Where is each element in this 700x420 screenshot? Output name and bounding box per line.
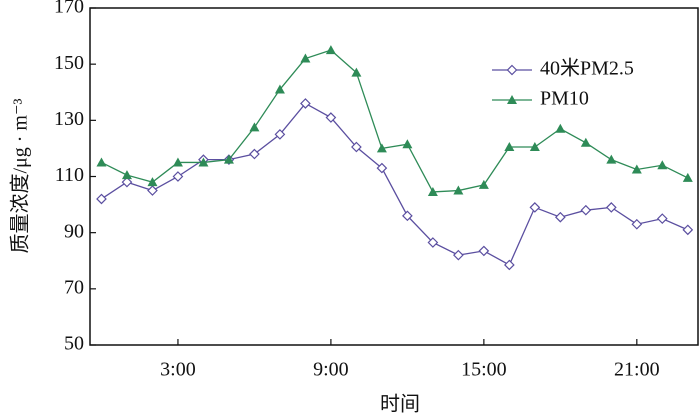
- point: [96, 157, 107, 167]
- point: [682, 172, 693, 182]
- y-tick-label: 170: [54, 0, 84, 18]
- point: [351, 141, 362, 153]
- point: [682, 224, 694, 236]
- point: [376, 162, 388, 174]
- x-tick-label: 9:00: [313, 359, 349, 381]
- point: [300, 53, 311, 63]
- point: [427, 237, 439, 248]
- point: [147, 185, 158, 196]
- point: [606, 154, 617, 164]
- point: [223, 154, 234, 164]
- point: [504, 142, 515, 152]
- point: [656, 213, 668, 224]
- x-tick-label: 3:00: [160, 359, 196, 381]
- point: [631, 164, 642, 174]
- point: [96, 193, 107, 205]
- point: [198, 157, 209, 167]
- point: [504, 259, 515, 271]
- point: [453, 185, 464, 195]
- point: [249, 122, 260, 132]
- series-line: [101, 102, 689, 266]
- legend-marker: [507, 95, 517, 104]
- point: [580, 137, 591, 147]
- point: [172, 171, 184, 182]
- legend-label: 40米PM2.5: [540, 57, 634, 80]
- point: [529, 202, 541, 213]
- point: [605, 202, 617, 213]
- x-tick-label: 15:00: [461, 359, 507, 381]
- y-tick-label: 110: [55, 164, 84, 186]
- point: [121, 170, 132, 180]
- point: [402, 210, 413, 222]
- y-axis-label: 质量浓度/μg · m⁻³: [9, 98, 32, 253]
- legend-label: PM10: [540, 88, 589, 110]
- x-tick-label: 21:00: [614, 359, 660, 381]
- point: [580, 204, 592, 216]
- point: [657, 160, 668, 170]
- point: [147, 177, 158, 187]
- point: [631, 218, 643, 230]
- point: [325, 112, 337, 123]
- y-tick-label: 70: [64, 276, 84, 298]
- point: [300, 98, 311, 109]
- point: [325, 45, 336, 55]
- point: [478, 179, 489, 189]
- point: [249, 148, 260, 160]
- y-tick-label: 130: [54, 108, 84, 130]
- point: [376, 143, 387, 153]
- point: [172, 157, 183, 167]
- point: [555, 123, 566, 133]
- point: [453, 249, 464, 261]
- point: [121, 176, 133, 188]
- y-tick-label: 90: [64, 220, 84, 242]
- point: [402, 139, 413, 149]
- point: [351, 67, 362, 77]
- point: [529, 142, 540, 152]
- y-tick-label: 150: [54, 52, 84, 74]
- point: [427, 186, 438, 196]
- point: [274, 84, 285, 94]
- legend-marker: [506, 64, 518, 76]
- point: [554, 211, 566, 223]
- point: [274, 129, 286, 140]
- x-axis-label: 时间: [380, 393, 420, 416]
- point: [478, 245, 490, 257]
- y-tick-label: 50: [64, 333, 84, 355]
